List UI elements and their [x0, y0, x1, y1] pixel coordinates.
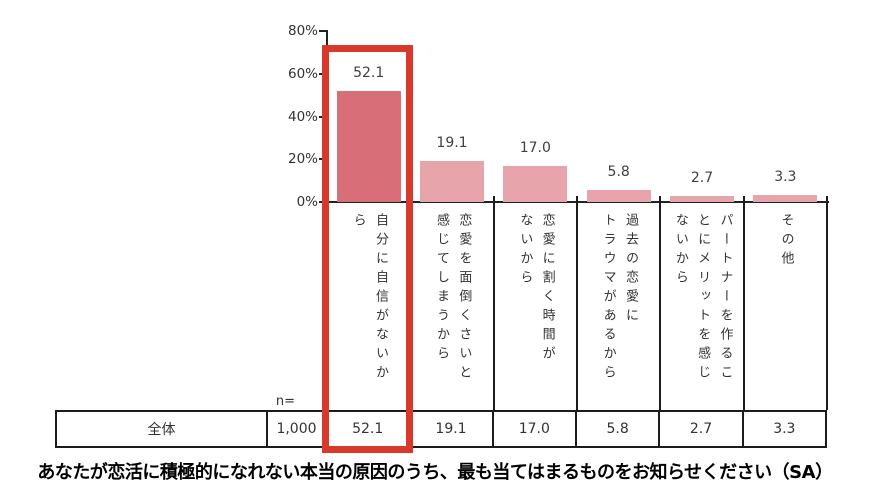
bar-1 — [420, 161, 484, 202]
column-separator — [826, 196, 828, 410]
bar-value-label: 3.3 — [774, 168, 797, 185]
bar-value-label: 2.7 — [690, 170, 714, 187]
category-label: 過去の恋愛に トラウマがあるから — [600, 213, 639, 384]
column-separator — [742, 196, 745, 410]
table-n-value-cell: 1,000 — [268, 412, 327, 446]
bar-2 — [503, 165, 568, 202]
category-label-cell: 恋愛を面倒くさいと 感じてしまうから — [412, 203, 491, 409]
survey-question-caption: あなたが恋活に積極的になれない本当の原因のうち、最も当てはまるものをお知らせくだ… — [37, 462, 833, 483]
y-axis-tick-label: 0% — [296, 194, 318, 210]
column-separator — [659, 196, 662, 410]
bar-4 — [670, 196, 734, 202]
summary-table: 全体 1,000 52.1 19.1 17.0 5.8 2.7 3.3 — [55, 410, 827, 448]
bar-value-label: 52.1 — [353, 64, 385, 81]
category-label-cell: 過去の恋愛に トラウマがあるから — [579, 203, 658, 409]
y-axis-tick-label: 20% — [287, 151, 318, 168]
column-separator — [409, 196, 412, 410]
y-axis-tick — [319, 72, 327, 75]
y-axis-tick — [319, 115, 327, 118]
category-label: パートナーを作るこ とにメリットを感じ ないから — [672, 213, 733, 384]
bar-3 — [586, 189, 651, 202]
table-value-cell: 17.0 — [494, 412, 577, 446]
n-equals-label: n= — [275, 394, 295, 409]
category-label-cell: パートナーを作るこ とにメリットを感じ ないから — [662, 203, 741, 409]
category-label: 恋愛を面倒くさいと 感じてしまうから — [433, 213, 472, 384]
bar-value-label: 19.1 — [436, 135, 468, 152]
column-separator — [576, 196, 578, 410]
table-value-cell: 52.1 — [327, 412, 411, 446]
bar-5 — [753, 194, 818, 202]
table-value-cell: 3.3 — [773, 421, 796, 437]
category-label: その他 — [778, 213, 794, 270]
table-row-label-cell: 全体 — [57, 412, 268, 446]
bar-value-label: 5.8 — [607, 163, 630, 180]
y-axis-tick-label: 80% — [287, 23, 318, 39]
category-label: 恋愛に割く時間が ないから — [517, 213, 555, 365]
table-value-cell: 2.7 — [660, 412, 744, 446]
column-separator — [492, 196, 495, 410]
column-separator — [326, 196, 328, 410]
y-axis-tick-label: 60% — [287, 65, 318, 82]
y-axis-tick — [319, 158, 327, 161]
category-label-cell: 恋愛に割く時間が ないから — [496, 203, 575, 409]
category-label-cell: その他 — [746, 203, 825, 409]
bar-value-label: 17.0 — [519, 139, 551, 156]
category-label: 自分に自信がないか ら — [350, 213, 389, 384]
table-value-cell: 5.8 — [577, 412, 661, 446]
bar-0 — [336, 90, 401, 202]
y-axis-tick — [319, 30, 327, 32]
category-label-cell: 自分に自信がないか ら — [329, 203, 408, 409]
y-axis-tick-label: 40% — [287, 108, 318, 125]
table-value-cell: 19.1 — [410, 412, 494, 446]
